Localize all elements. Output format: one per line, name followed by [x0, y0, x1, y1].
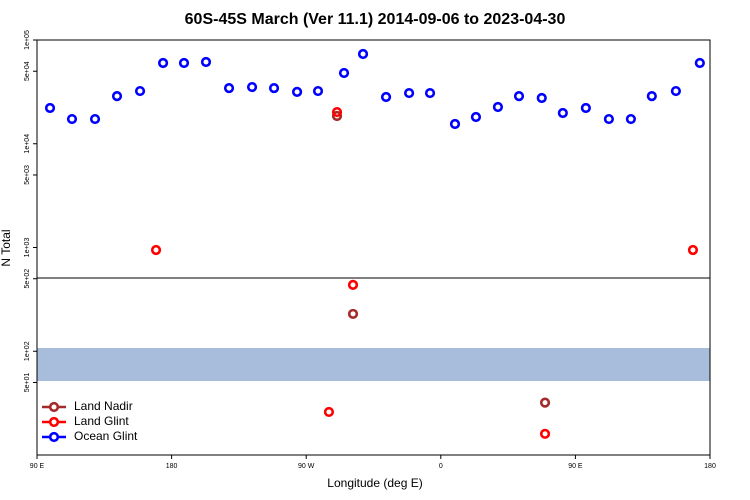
point	[347, 279, 359, 291]
chart-title: 60S-45S March (Ver 11.1) 2014-09-06 to 2…	[185, 11, 566, 28]
point	[380, 91, 392, 103]
point	[331, 106, 343, 118]
point	[223, 82, 235, 94]
point	[646, 90, 657, 102]
legend-marker	[48, 431, 60, 443]
point	[89, 113, 101, 125]
point	[200, 56, 212, 68]
legend-label: Ocean Glint	[74, 429, 138, 443]
point	[449, 118, 461, 130]
point	[603, 113, 615, 125]
point	[347, 308, 359, 320]
point	[557, 107, 568, 119]
point	[323, 406, 335, 418]
point	[539, 397, 551, 408]
x-tick-label: 90 E	[568, 463, 583, 470]
point	[536, 92, 547, 104]
x-axis-label: Longitude (deg E)	[327, 476, 422, 490]
y-tick-label: 1e+04	[24, 134, 31, 154]
point	[580, 102, 591, 114]
point	[150, 244, 162, 256]
x-tick-label: 90 W	[298, 463, 315, 470]
point	[66, 113, 78, 125]
y-tick-label: 5e+04	[24, 61, 31, 81]
legend-label: Land Nadir	[74, 399, 133, 413]
y-tick-label: 1e+05	[24, 30, 31, 50]
y-tick-label: 1e+03	[24, 238, 31, 258]
point	[111, 90, 123, 102]
x-tick-label: 180	[704, 463, 716, 470]
point	[687, 244, 699, 256]
y-tick-label: 5e+01	[24, 373, 31, 393]
x-tick-label: 180	[166, 463, 178, 470]
point	[178, 57, 190, 69]
point	[539, 428, 551, 439]
plot-frame	[36, 39, 711, 456]
y-tick-label: 5e+03	[24, 165, 31, 185]
x-tick-label: 90 E	[30, 463, 45, 470]
legend-marker	[48, 401, 60, 413]
point	[513, 90, 525, 102]
point	[331, 110, 343, 122]
point	[403, 87, 415, 99]
point	[338, 67, 350, 79]
point	[470, 111, 482, 123]
legend-label: Land Glint	[74, 414, 129, 428]
point	[357, 48, 369, 60]
point	[492, 101, 504, 113]
point	[268, 82, 280, 94]
point	[44, 102, 56, 114]
point	[157, 57, 169, 69]
point	[134, 85, 146, 97]
point	[625, 113, 636, 125]
y-tick-label: 1e+02	[24, 341, 31, 361]
map-strip	[37, 348, 710, 381]
point	[670, 85, 682, 97]
point	[246, 81, 258, 93]
legend-marker	[48, 416, 60, 428]
x-tick-label: 0	[439, 463, 443, 470]
y-axis-label: N Total	[0, 229, 13, 266]
y-tick-label: 5e+02	[24, 269, 31, 289]
point	[424, 87, 436, 99]
point	[291, 86, 303, 98]
point	[694, 57, 705, 69]
point	[312, 85, 324, 97]
